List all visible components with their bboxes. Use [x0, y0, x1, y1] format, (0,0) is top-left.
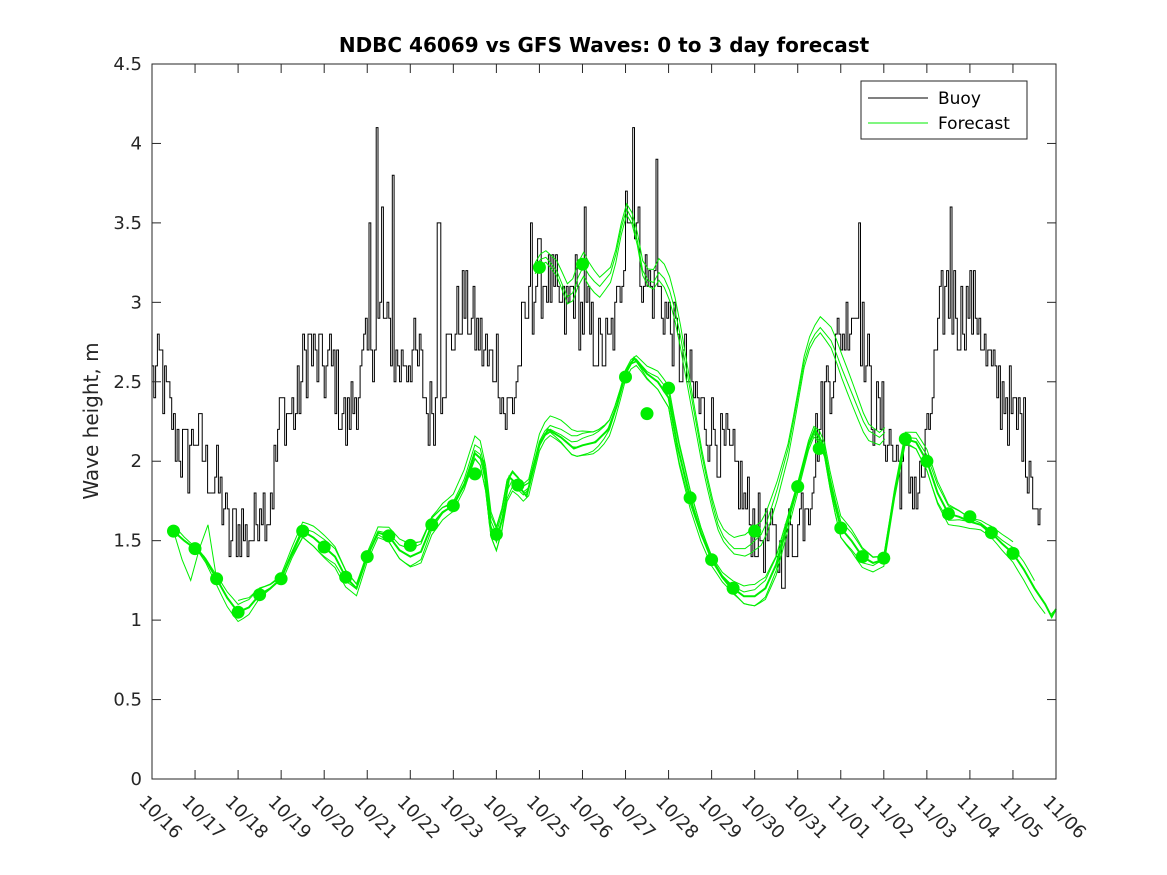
forecast-point [188, 542, 202, 556]
forecast-series-line [534, 207, 886, 550]
forecast-point [532, 260, 546, 274]
forecast-point [446, 499, 460, 513]
buoy-series-line [152, 127, 1042, 589]
forecast-point [167, 524, 180, 538]
x-tick-label: 10/20 [307, 792, 359, 844]
x-tick-label: 10/19 [264, 792, 316, 844]
y-tick-label: 0 [131, 769, 142, 790]
forecast-point [941, 507, 955, 521]
forecast-series-line [173, 524, 218, 582]
forecast-point [812, 442, 826, 455]
forecast-point [1006, 546, 1020, 560]
forecast-point [619, 370, 632, 384]
forecast-point [705, 553, 719, 567]
plot-area [152, 64, 1056, 779]
forecast-point [855, 550, 869, 564]
forecast-point [360, 550, 374, 564]
forecast-point [898, 432, 912, 446]
forecast-point [339, 570, 353, 584]
x-tick-label: 10/18 [221, 792, 273, 844]
forecast-point [210, 572, 224, 586]
x-tick-label: 11/05 [995, 792, 1047, 844]
forecast-point [662, 381, 676, 395]
y-tick-label: 1 [131, 610, 142, 631]
legend-box [860, 80, 1028, 140]
forecast-point [382, 529, 396, 543]
x-tick-label: 10/27 [608, 792, 660, 844]
forecast-point [877, 551, 891, 565]
forecast-point [640, 407, 654, 421]
forecast-point [791, 480, 805, 494]
y-tick-label: 0.5 [113, 690, 142, 711]
y-tick-label: 3.5 [113, 213, 142, 234]
x-tick-label: 11/02 [866, 792, 918, 844]
forecast-point [489, 527, 503, 541]
x-tick-label: 10/30 [737, 792, 789, 844]
y-tick-label: 2.5 [113, 372, 142, 393]
x-tick-label: 10/25 [522, 792, 574, 844]
y-tick-label: 1.5 [113, 531, 142, 552]
chart-title: NDBC 46069 vs GFS Waves: 0 to 3 day fore… [339, 33, 870, 57]
forecast-point [834, 521, 848, 535]
x-tick-label: 10/28 [651, 792, 703, 844]
forecast-series-line [534, 202, 886, 539]
forecast-point [683, 491, 697, 505]
legend-buoy-label: Buoy [938, 89, 981, 109]
x-tick-label: 11/01 [823, 792, 875, 844]
axes-box [151, 63, 1057, 780]
x-tick-label: 10/21 [350, 792, 402, 844]
forecast-series-line [534, 213, 886, 557]
y-tick-label: 4 [131, 133, 142, 154]
forecast-point [296, 524, 310, 538]
x-tick-label: 10/22 [393, 792, 445, 844]
forecast-point [317, 540, 331, 554]
forecast-point [963, 510, 977, 524]
y-tick-label: 2 [131, 451, 142, 472]
x-tick-label: 10/23 [436, 792, 488, 844]
y-tick-label: 3 [131, 292, 142, 313]
x-tick-label: 10/31 [780, 792, 832, 844]
forecast-point [984, 526, 998, 540]
x-tick-label: 10/17 [178, 792, 230, 844]
forecast-point [920, 454, 934, 468]
forecast-series-line [410, 415, 605, 544]
forecast-point [231, 605, 245, 619]
forecast-point [726, 581, 740, 595]
forecast-point [425, 518, 439, 532]
forecast-point [403, 538, 417, 552]
y-tick-label: 4.5 [113, 54, 142, 75]
forecast-point [253, 588, 267, 602]
legend-forecast-label: Forecast [938, 114, 1010, 134]
x-tick-label: 11/04 [952, 792, 1004, 844]
forecast-point [274, 572, 288, 586]
forecast-point [468, 467, 482, 481]
plot-lines [152, 127, 1057, 623]
forecast-point [576, 257, 589, 271]
x-tick-label: 10/26 [565, 792, 617, 844]
x-tick-label: 10/24 [479, 792, 531, 844]
x-tick-label: 11/06 [1038, 792, 1090, 844]
y-axis-label: Wave height, m [79, 342, 103, 499]
forecast-point [511, 478, 525, 492]
forecast-point [748, 524, 762, 538]
legend: Buoy Forecast [860, 80, 1028, 140]
forecast-series-line [280, 364, 1046, 615]
x-tick-label: 10/16 [134, 792, 186, 844]
x-tick-label: 10/29 [694, 792, 746, 844]
x-tick-label: 11/03 [909, 792, 961, 844]
